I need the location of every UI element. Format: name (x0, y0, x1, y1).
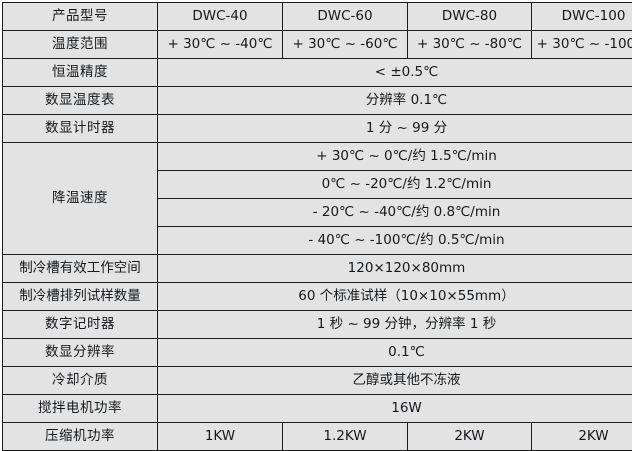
table-row-digital-timer: 数显计时器 1 分 ~ 99 分 (3, 115, 632, 143)
row-label-digital-timer: 数显计时器 (3, 115, 158, 143)
table-row-digital-thermometer: 数显温度表 分辨率 0.1℃ (3, 87, 632, 115)
cell-sample-quantity-value: 60 个标准试样（10×10×55mm） (158, 283, 632, 311)
cell-model-dwc40: DWC-40 (158, 3, 283, 31)
row-label-thermostat-accuracy: 恒温精度 (3, 59, 158, 87)
row-label-stirring-motor-power: 搅拌电机功率 (3, 395, 158, 423)
cell-compressor-power-dwc40: 1KW (158, 423, 283, 451)
table-row-compressor-power: 压缩机功率 1KW 1.2KW 2KW 2KW (3, 423, 632, 451)
cell-stirring-motor-power-value: 16W (158, 395, 632, 423)
cell-cooling-medium-value: 乙醇或其他不冻液 (158, 367, 632, 395)
table-row-cooling-rate-1: 降温速度 + 30℃ ~ 0℃/约 1.5℃/min (3, 143, 632, 171)
row-label-sample-quantity: 制冷槽排列试样数量 (3, 283, 158, 311)
row-label-cooling-medium: 冷却介质 (3, 367, 158, 395)
table-row-model: 产品型号 DWC-40 DWC-60 DWC-80 DWC-100 (3, 3, 632, 31)
cell-cooling-rate-4: - 40℃ ~ -100℃/约 0.5℃/min (158, 227, 632, 255)
row-label-temperature-range: 温度范围 (3, 31, 158, 59)
row-label-cooling-rate: 降温速度 (3, 143, 158, 255)
table-row-thermostat-accuracy: 恒温精度 < ±0.5℃ (3, 59, 632, 87)
spec-table-container: 产品型号 DWC-40 DWC-60 DWC-80 DWC-100 温度范围 +… (0, 0, 632, 436)
cell-display-resolution-value: 0.1℃ (158, 339, 632, 367)
cell-cooling-rate-2: 0℃ ~ -20℃/约 1.2℃/min (158, 171, 632, 199)
cell-digital-chronometer-value: 1 秒 ~ 99 分钟，分辨率 1 秒 (158, 311, 632, 339)
row-label-compressor-power: 压缩机功率 (3, 423, 158, 451)
table-row-digital-chronometer: 数字记时器 1 秒 ~ 99 分钟，分辨率 1 秒 (3, 311, 632, 339)
cell-model-dwc80: DWC-80 (408, 3, 532, 31)
cell-digital-timer-value: 1 分 ~ 99 分 (158, 115, 632, 143)
cell-model-dwc100: DWC-100 (532, 3, 632, 31)
cell-cooling-rate-1: + 30℃ ~ 0℃/约 1.5℃/min (158, 143, 632, 171)
row-label-display-resolution: 数显分辨率 (3, 339, 158, 367)
row-label-digital-chronometer: 数字记时器 (3, 311, 158, 339)
table-row-display-resolution: 数显分辨率 0.1℃ (3, 339, 632, 367)
cell-temp-range-dwc60: + 30℃ ~ -60℃ (283, 31, 408, 59)
cell-compressor-power-dwc100: 2KW (532, 423, 632, 451)
table-row-sample-quantity: 制冷槽排列试样数量 60 个标准试样（10×10×55mm） (3, 283, 632, 311)
cell-digital-thermometer-value: 分辨率 0.1℃ (158, 87, 632, 115)
table-row-working-space: 制冷槽有效工作空间 120×120×80mm (3, 255, 632, 283)
table-row-cooling-medium: 冷却介质 乙醇或其他不冻液 (3, 367, 632, 395)
cell-temp-range-dwc80: + 30℃ ~ -80℃ (408, 31, 532, 59)
row-label-product-model: 产品型号 (3, 3, 158, 31)
cell-compressor-power-dwc80: 2KW (408, 423, 532, 451)
cell-cooling-rate-3: - 20℃ ~ -40℃/约 0.8℃/min (158, 199, 632, 227)
row-label-working-space: 制冷槽有效工作空间 (3, 255, 158, 283)
cell-working-space-value: 120×120×80mm (158, 255, 632, 283)
table-row-temperature-range: 温度范围 + 30℃ ~ -40℃ + 30℃ ~ -60℃ + 30℃ ~ -… (3, 31, 632, 59)
cell-compressor-power-dwc60: 1.2KW (283, 423, 408, 451)
cell-model-dwc60: DWC-60 (283, 3, 408, 31)
cell-thermostat-accuracy-value: < ±0.5℃ (158, 59, 632, 87)
cell-temp-range-dwc100: + 30℃ ~ -100℃ (532, 31, 632, 59)
table-row-stirring-motor-power: 搅拌电机功率 16W (3, 395, 632, 423)
row-label-digital-thermometer: 数显温度表 (3, 87, 158, 115)
cell-temp-range-dwc40: + 30℃ ~ -40℃ (158, 31, 283, 59)
